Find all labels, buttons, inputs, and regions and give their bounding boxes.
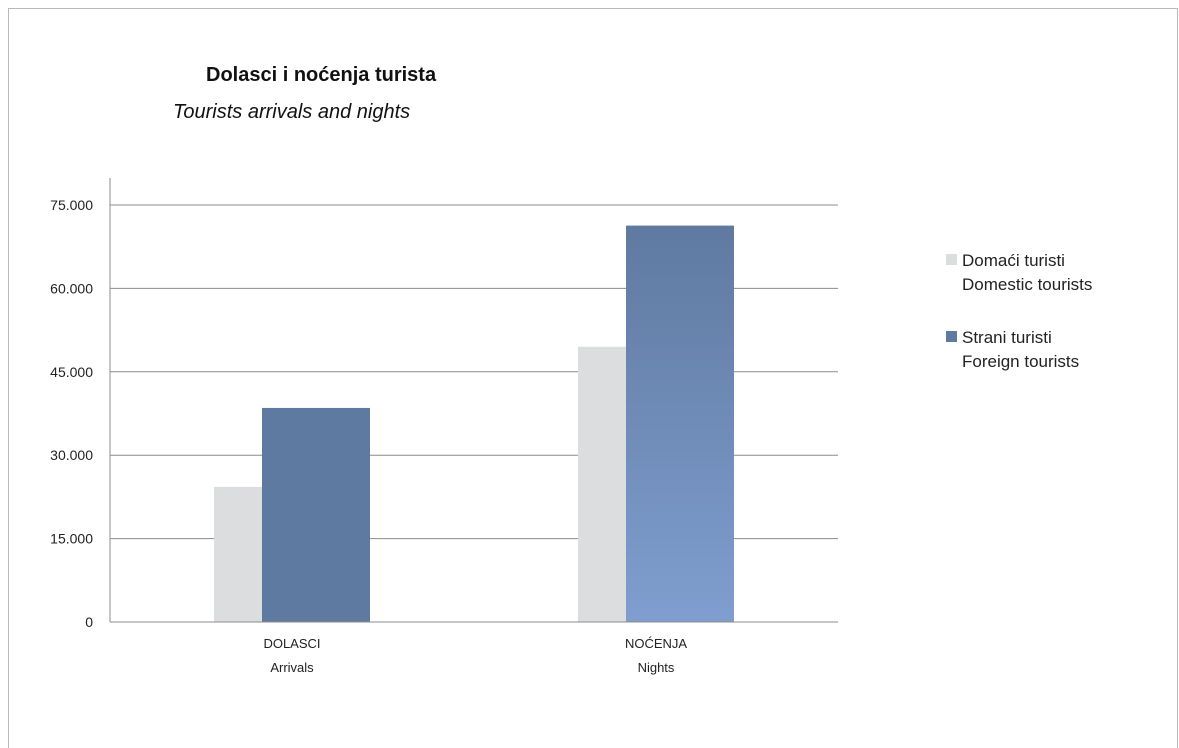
axes: 0 15.000 30.000 45.000 60.000 75.000 DOLASCI Ar… xyxy=(50,178,838,675)
chart-frame xyxy=(8,8,1178,748)
y-tick-label: 60.000 xyxy=(50,280,93,296)
chart-subtitle: Tourists arrivals and nights xyxy=(173,101,411,123)
y-tick-label: 0 xyxy=(85,614,93,630)
legend-label-domestic-2: Domestic tourists xyxy=(962,275,1093,294)
bar-domestic xyxy=(578,346,626,622)
y-tick-label: 75.000 xyxy=(50,197,93,213)
bar-chart: 0 15.000 30.000 45.000 60.000 75.000 DOLASCI Ar… xyxy=(50,178,838,675)
bar-domestic xyxy=(214,486,262,622)
y-tick-label: 15.000 xyxy=(50,531,93,547)
chart-title: Dolasci i noćenja turista xyxy=(206,64,437,86)
bar-foreign xyxy=(626,225,734,622)
legend-swatch-domestic xyxy=(946,254,957,265)
bar-foreign xyxy=(262,407,370,622)
x-category-label: DOLASCI xyxy=(263,636,320,651)
x-category-sublabel: Nights xyxy=(638,660,675,675)
bars xyxy=(214,225,734,622)
x-category-label: NOĆENJA xyxy=(625,636,687,651)
legend-swatch-foreign xyxy=(946,331,957,342)
legend-label-domestic-1: Domaći turisti xyxy=(962,251,1065,270)
legend-label-foreign-2: Foreign tourists xyxy=(962,352,1080,371)
x-category-sublabel: Arrivals xyxy=(270,660,314,675)
y-tick-label: 45.000 xyxy=(50,364,93,380)
y-tick-label: 30.000 xyxy=(50,447,93,463)
legend-label-foreign-1: Strani turisti xyxy=(962,328,1052,347)
